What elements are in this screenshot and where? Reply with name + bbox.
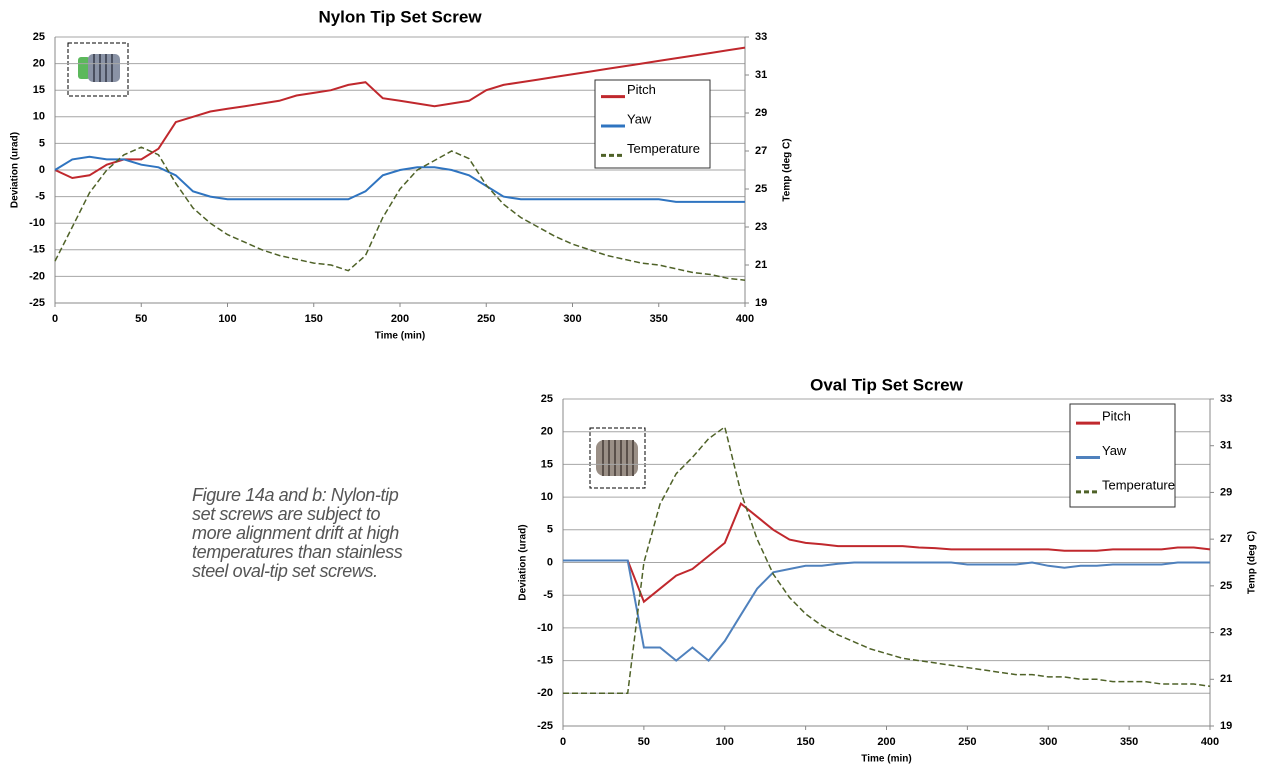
x-tick-label: 300: [1039, 736, 1057, 748]
x-tick-label: 50: [638, 736, 650, 748]
y-tick-label: 20: [541, 426, 553, 438]
y-tick-label: 20: [33, 58, 45, 70]
x-tick-label: 250: [958, 736, 976, 748]
y2-tick-label: 31: [1220, 440, 1232, 452]
y2-tick-label: 23: [755, 221, 767, 233]
x-tick-label: 0: [560, 736, 566, 748]
y2-tick-label: 19: [1220, 720, 1232, 732]
y2-tick-label: 27: [1220, 533, 1232, 545]
legend-label: Pitch: [1102, 409, 1131, 424]
x-tick-label: 400: [1201, 736, 1219, 748]
series-line: [54, 46, 746, 180]
series-line: [563, 559, 1210, 662]
y2-tick-label: 33: [755, 31, 767, 43]
legend-label: Yaw: [1102, 443, 1127, 458]
y-tick-label: 0: [39, 164, 45, 176]
x-tick-label: 0: [52, 313, 58, 325]
legend-box: [594, 79, 711, 169]
y2-tick-label: 25: [1220, 580, 1232, 592]
x-axis-label: Time (min): [861, 754, 911, 765]
y2-tick-label: 27: [755, 145, 767, 157]
x-tick-label: 150: [305, 313, 323, 325]
y-tick-label: -20: [537, 687, 553, 699]
x-tick-label: 350: [650, 313, 668, 325]
x-tick-label: 50: [135, 313, 147, 325]
y2-tick-label: 21: [755, 259, 767, 271]
y2-axis-label: Temp (deg C): [782, 138, 793, 201]
y-tick-label: 10: [541, 491, 553, 503]
y-tick-label: 10: [33, 111, 45, 123]
x-tick-label: 200: [877, 736, 895, 748]
figure-caption: Figure 14a and b: Nylon-tip set screws a…: [192, 485, 403, 581]
x-tick-label: 150: [796, 736, 814, 748]
y-tick-label: -25: [537, 720, 553, 732]
legend-label: Yaw: [627, 111, 652, 126]
y-tick-label: -10: [537, 622, 553, 634]
y-tick-label: -20: [29, 270, 45, 282]
x-axis-label: Time (min): [375, 331, 425, 342]
series-line: [54, 146, 746, 281]
y2-tick-label: 29: [1220, 486, 1232, 498]
x-tick-label: 350: [1120, 736, 1138, 748]
x-tick-label: 100: [218, 313, 236, 325]
y2-tick-label: 21: [1220, 673, 1232, 685]
y-tick-label: 25: [33, 31, 45, 43]
screw-image: [67, 42, 129, 97]
legend-label: Temperature: [627, 141, 700, 156]
y-tick-label: -5: [35, 191, 45, 203]
y2-tick-label: 25: [755, 183, 767, 195]
x-tick-label: 400: [736, 313, 754, 325]
y2-axis-label: Temp (deg C): [1247, 531, 1258, 594]
x-tick-label: 250: [477, 313, 495, 325]
x-tick-label: 200: [391, 313, 409, 325]
x-tick-label: 100: [716, 736, 734, 748]
y2-tick-label: 29: [755, 107, 767, 119]
series-line: [563, 501, 1211, 604]
y-tick-label: 5: [547, 524, 553, 536]
series-line: [563, 425, 1211, 695]
y2-tick-label: 31: [755, 69, 767, 81]
y2-tick-label: 33: [1220, 393, 1232, 405]
y-axis-label: Deviation (urad): [518, 524, 529, 600]
y-tick-label: 15: [33, 84, 45, 96]
y-tick-label: -25: [29, 297, 45, 309]
legend-label: Pitch: [627, 82, 656, 97]
chart-title: Nylon Tip Set Screw: [318, 7, 482, 26]
x-tick-label: 300: [563, 313, 581, 325]
y-tick-label: -10: [29, 217, 45, 229]
series-line: [54, 155, 745, 203]
legend-box: [1069, 403, 1176, 508]
y-axis-label: Deviation (urad): [10, 132, 21, 208]
y-tick-label: 0: [547, 556, 553, 568]
y-tick-label: -15: [29, 244, 45, 256]
chart-title: Oval Tip Set Screw: [810, 375, 964, 394]
y-tick-label: 15: [541, 458, 553, 470]
y2-tick-label: 23: [1220, 626, 1232, 638]
y-tick-label: -5: [543, 589, 553, 601]
y-tick-label: -15: [537, 655, 553, 667]
screw-image: [589, 427, 646, 489]
y-tick-label: 5: [39, 137, 45, 149]
y-tick-label: 25: [541, 393, 553, 405]
legend-label: Temperature: [1102, 477, 1175, 492]
y2-tick-label: 19: [755, 297, 767, 309]
